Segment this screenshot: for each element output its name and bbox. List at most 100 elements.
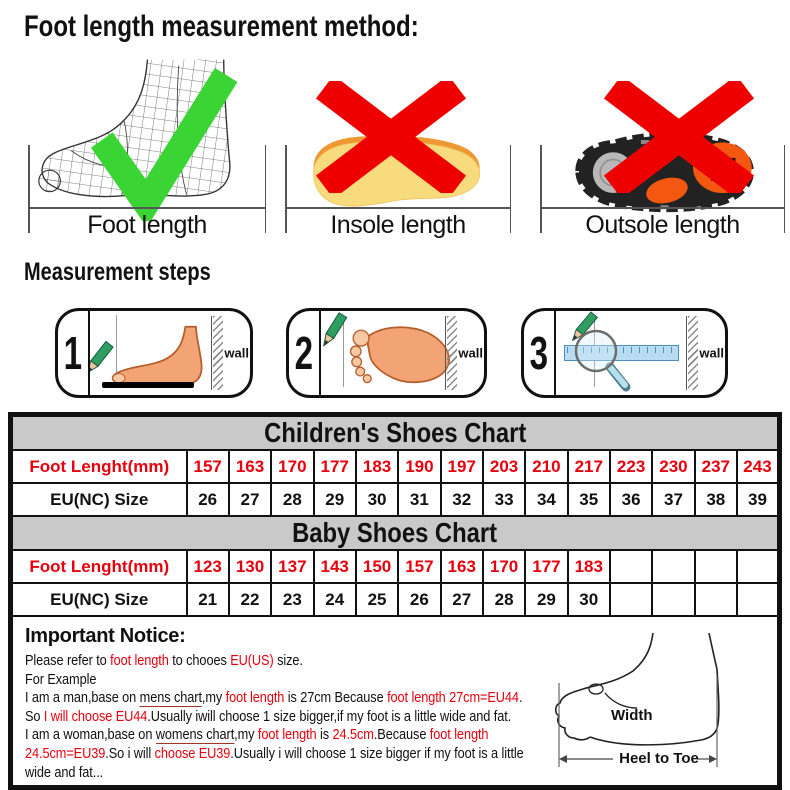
notice-line: Please refer to foot length to chooes EU… — [25, 653, 303, 669]
cell: 29 — [524, 582, 569, 617]
cell: 36 — [608, 482, 654, 517]
baby-chart-header-row: Baby Shoes Chart — [9, 515, 781, 551]
cell: 38 — [693, 482, 738, 517]
step-panel-2: 2 wall — [286, 308, 487, 398]
step-number: 3 — [524, 311, 556, 395]
cell: 130 — [227, 549, 273, 584]
measure-tick — [285, 145, 287, 233]
page-title-text: Foot length measurement method: — [24, 10, 419, 43]
wall-hatch — [688, 316, 698, 390]
cell: 22 — [227, 582, 273, 617]
cell: 30 — [566, 582, 611, 617]
cell: 217 — [566, 449, 611, 484]
empty-cell — [608, 582, 654, 617]
measure-line — [285, 207, 511, 209]
cell: 32 — [439, 482, 484, 517]
cell: 190 — [397, 449, 442, 484]
step-illustration: wall — [321, 311, 484, 395]
step-panel-1: 1 wall — [55, 308, 253, 398]
cell: 183 — [566, 549, 611, 584]
wall-hatch — [447, 316, 457, 390]
method-outsole-length: Outsole length — [540, 55, 785, 243]
pencil-icon — [571, 311, 599, 342]
cell: 230 — [651, 449, 696, 484]
cell: 30 — [354, 482, 400, 517]
cell: 243 — [735, 449, 781, 484]
notice-line: I am a man,base on mens chart,my foot le… — [25, 690, 523, 708]
wall-label: wall — [458, 345, 483, 361]
row-label: EU(NC) Size — [9, 582, 188, 617]
cross-icon — [603, 81, 755, 193]
check-icon — [90, 67, 238, 221]
measure-tick — [540, 145, 542, 233]
cell: 237 — [693, 449, 738, 484]
empty-cell — [693, 549, 738, 584]
cell: 35 — [566, 482, 611, 517]
cell: 157 — [185, 449, 230, 484]
wall-line — [444, 316, 446, 390]
cell: 27 — [439, 582, 484, 617]
notice-heading: Important Notice: — [25, 625, 186, 647]
method-label: Foot length — [87, 211, 207, 239]
cell: 143 — [312, 549, 357, 584]
cell: 24 — [312, 582, 357, 617]
wall-label: wall — [699, 345, 724, 361]
cell: 163 — [227, 449, 273, 484]
width-label: Width — [611, 707, 653, 724]
row-label: Foot Lenght(mm) — [9, 549, 188, 584]
foot-side-illustration — [111, 325, 203, 387]
wall-line — [210, 316, 212, 390]
toe-guide-line — [343, 315, 344, 387]
measure-tick — [264, 145, 266, 233]
cell: 150 — [354, 549, 400, 584]
foot-top-illustration — [349, 326, 450, 384]
empty-cell — [651, 549, 696, 584]
foot-outline-drawing — [554, 632, 720, 767]
method-foot-length: Foot length — [28, 55, 266, 243]
step-panel-3: 3 wall — [521, 308, 728, 398]
cell: 27 — [227, 482, 273, 517]
toe-guide-line — [116, 315, 117, 387]
wall-line — [685, 316, 687, 390]
cell: 26 — [185, 482, 230, 517]
notice-line: So I will choose EU44.Usually iwill choo… — [25, 708, 512, 725]
ruler-icon — [564, 345, 679, 361]
cell: 183 — [354, 449, 400, 484]
row-label: Foot Lenght(mm) — [9, 449, 188, 484]
cell: 34 — [524, 482, 569, 517]
wall-hatch — [213, 316, 223, 390]
empty-cell — [735, 582, 781, 617]
measure-tick — [28, 145, 30, 233]
pencil-icon — [323, 312, 348, 347]
notice-line: wide and fat... — [25, 764, 104, 781]
method-label: Insole length — [330, 211, 466, 239]
important-notice-section: Important Notice: Please refer to foot l… — [9, 615, 781, 789]
baby-foot-length-row: Foot Lenght(mm) 123 130 137 143 150 157 … — [9, 549, 781, 584]
cell: 29 — [312, 482, 357, 517]
notice-line: I am a woman,base on womens chart,my foo… — [25, 727, 489, 745]
children-chart-header-row: Children's Shoes Chart — [9, 413, 781, 451]
empty-cell — [651, 582, 696, 617]
cell: 37 — [651, 482, 696, 517]
cell: 157 — [397, 549, 442, 584]
foot-measure-diagram: Width Heel to Toe — [549, 632, 769, 775]
baby-chart-title: Baby Shoes Chart — [9, 515, 781, 551]
cell: 177 — [524, 549, 569, 584]
page-title: Foot length measurement method: — [24, 10, 517, 44]
size-charts-table: Children's Shoes Chart Foot Lenght(mm) 1… — [8, 412, 782, 790]
step-illustration: wall — [90, 311, 250, 395]
children-foot-length-row: Foot Lenght(mm) 157 163 170 177 183 190 … — [9, 449, 781, 484]
cell: 31 — [397, 482, 442, 517]
cell: 197 — [439, 449, 484, 484]
cell: 170 — [481, 549, 527, 584]
notice-line: For Example — [25, 671, 97, 688]
cell: 210 — [524, 449, 569, 484]
children-chart-title: Children's Shoes Chart — [9, 413, 781, 451]
cell: 28 — [481, 582, 527, 617]
magnifier-icon — [574, 329, 631, 392]
cell: 137 — [270, 549, 315, 584]
row-label: EU(NC) Size — [9, 482, 188, 517]
cell: 170 — [270, 449, 315, 484]
measure-line — [28, 207, 266, 209]
